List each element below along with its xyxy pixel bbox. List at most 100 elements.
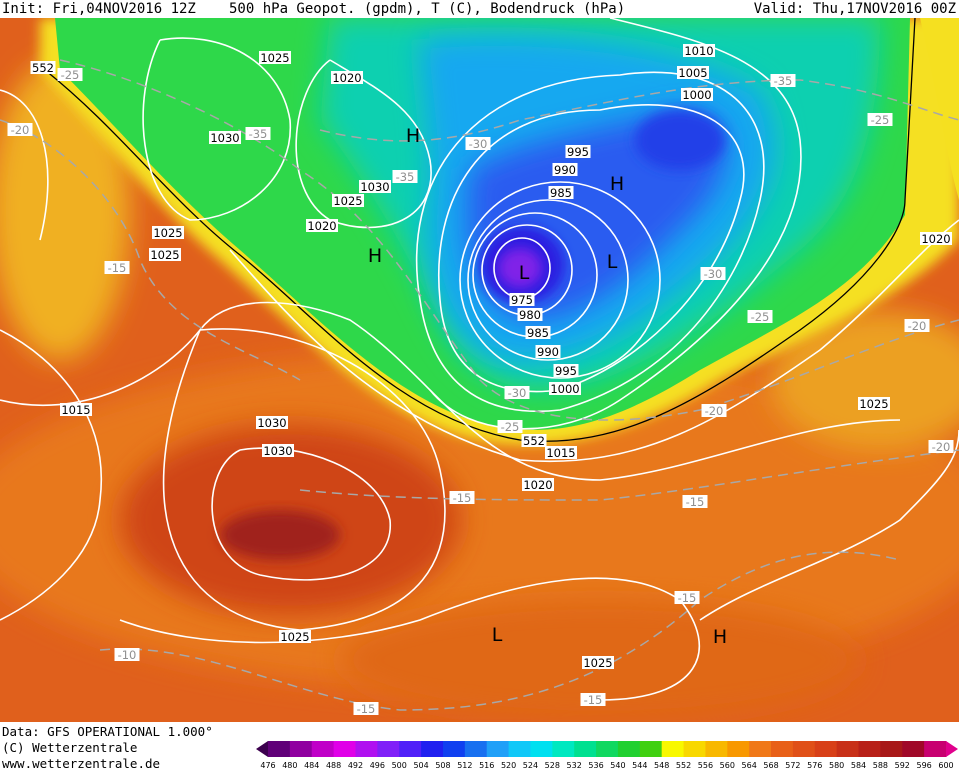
scale-level: 524 bbox=[523, 761, 538, 770]
scale-end-low bbox=[256, 741, 268, 757]
isotherm-label: -30 bbox=[508, 386, 527, 400]
label-box bbox=[60, 403, 92, 416]
isobars bbox=[0, 18, 959, 701]
scale-cell bbox=[705, 741, 728, 757]
scale-level: 532 bbox=[567, 761, 582, 770]
low-marker: L bbox=[519, 262, 530, 284]
scale-cell bbox=[617, 741, 641, 757]
isobar-label: 1020 bbox=[307, 219, 336, 233]
scale-level: 476 bbox=[260, 761, 275, 770]
scale-cell bbox=[814, 741, 838, 757]
isobar-label: 1030 bbox=[360, 180, 389, 194]
isotherm-label: -15 bbox=[108, 261, 127, 275]
isobar-label: 1025 bbox=[583, 656, 612, 670]
field-east bbox=[770, 310, 959, 450]
label-box bbox=[30, 61, 56, 74]
scale-level: 544 bbox=[632, 761, 647, 770]
label-box bbox=[682, 495, 708, 508]
scale-cell bbox=[639, 741, 663, 757]
high-marker: H bbox=[610, 173, 624, 195]
scale-cell bbox=[574, 741, 597, 757]
scale-level: 480 bbox=[282, 761, 297, 770]
isobar-label: 1025 bbox=[153, 226, 182, 240]
scale-level: 500 bbox=[392, 761, 407, 770]
label-box bbox=[149, 248, 181, 261]
label-box bbox=[509, 293, 535, 306]
scale-cell bbox=[508, 741, 531, 757]
isobar-label: 985 bbox=[527, 326, 549, 340]
label-box bbox=[700, 267, 726, 280]
valid-time: Valid: Thu,17NOV2016 00Z bbox=[754, 1, 956, 17]
label-box bbox=[504, 386, 530, 399]
label-box bbox=[497, 420, 523, 433]
scale-cell bbox=[355, 741, 378, 757]
scale-cell bbox=[683, 741, 706, 757]
isobar-label: 1020 bbox=[332, 71, 361, 85]
label-box bbox=[256, 416, 288, 429]
scale-level: 552 bbox=[676, 761, 691, 770]
scale-level: 564 bbox=[742, 761, 757, 770]
isotherm-label: -25 bbox=[501, 420, 520, 434]
label-box bbox=[104, 261, 130, 274]
isobar-label: 1030 bbox=[263, 444, 292, 458]
scale-level: 584 bbox=[851, 761, 866, 770]
label-box bbox=[279, 630, 311, 643]
scale-level: 556 bbox=[698, 761, 713, 770]
website: www.wetterzentrale.de bbox=[2, 756, 160, 770]
isobar-label: 990 bbox=[554, 163, 576, 177]
label-box bbox=[525, 326, 551, 339]
isotherm-label: -25 bbox=[751, 310, 770, 324]
isobar-label: 1000 bbox=[682, 88, 711, 102]
label-box bbox=[549, 382, 581, 395]
isobar-label: 1025 bbox=[150, 248, 179, 262]
low-marker: L bbox=[492, 624, 503, 646]
isobar-label: 1025 bbox=[859, 397, 888, 411]
scale-cell bbox=[552, 741, 575, 757]
high-marker: H bbox=[406, 125, 420, 147]
scale-end-high bbox=[946, 741, 958, 757]
isotherm-label: -30 bbox=[469, 137, 488, 151]
scale-cell bbox=[771, 741, 794, 757]
header-bar bbox=[0, 0, 959, 18]
isotherms bbox=[0, 59, 959, 711]
scale-cell bbox=[530, 741, 553, 757]
scale-level: 560 bbox=[720, 761, 735, 770]
scale-cell bbox=[289, 741, 313, 757]
high-marker: H bbox=[713, 626, 727, 648]
isotherm-label: -35 bbox=[249, 127, 268, 141]
isotherm-label: -15 bbox=[357, 702, 376, 716]
isotherm-label: -25 bbox=[61, 68, 80, 82]
copyright: (C) Wetterzentrale bbox=[2, 740, 137, 755]
isotherm-label: -30 bbox=[704, 267, 723, 281]
scale-cell bbox=[486, 741, 510, 757]
scale-level: 588 bbox=[873, 761, 888, 770]
isotherm-label: -20 bbox=[932, 440, 951, 454]
isotherm-label: -35 bbox=[774, 74, 793, 88]
color-scale: 476 480 484 488 492 496 500 504 508 512 516 520 524 5… bbox=[256, 741, 958, 770]
label-box bbox=[209, 131, 241, 144]
label-box bbox=[521, 434, 547, 447]
label-box bbox=[332, 194, 364, 207]
label-box bbox=[701, 404, 727, 417]
label-box bbox=[465, 137, 491, 150]
isotherm-label: -10 bbox=[118, 648, 137, 662]
scale-cell bbox=[421, 741, 444, 757]
isotherm-label: -15 bbox=[678, 591, 697, 605]
label-box bbox=[359, 180, 391, 193]
label-box bbox=[904, 319, 930, 332]
isotherm-label: -15 bbox=[453, 491, 472, 505]
scale-level: 592 bbox=[895, 761, 910, 770]
scale-cell bbox=[902, 741, 925, 757]
label-box bbox=[306, 219, 338, 232]
data-source: Data: GFS OPERATIONAL 1.000° bbox=[2, 724, 213, 739]
label-box bbox=[517, 308, 543, 321]
isobar-label: 1030 bbox=[257, 416, 286, 430]
field-yellow-ne bbox=[920, 18, 959, 200]
isobar-label: 1015 bbox=[61, 403, 90, 417]
isobar-label: 1015 bbox=[546, 446, 575, 460]
isotherm-label: -20 bbox=[705, 404, 724, 418]
label-box bbox=[683, 44, 715, 57]
isobar-label: 980 bbox=[519, 308, 541, 322]
scale-level: 484 bbox=[304, 761, 319, 770]
